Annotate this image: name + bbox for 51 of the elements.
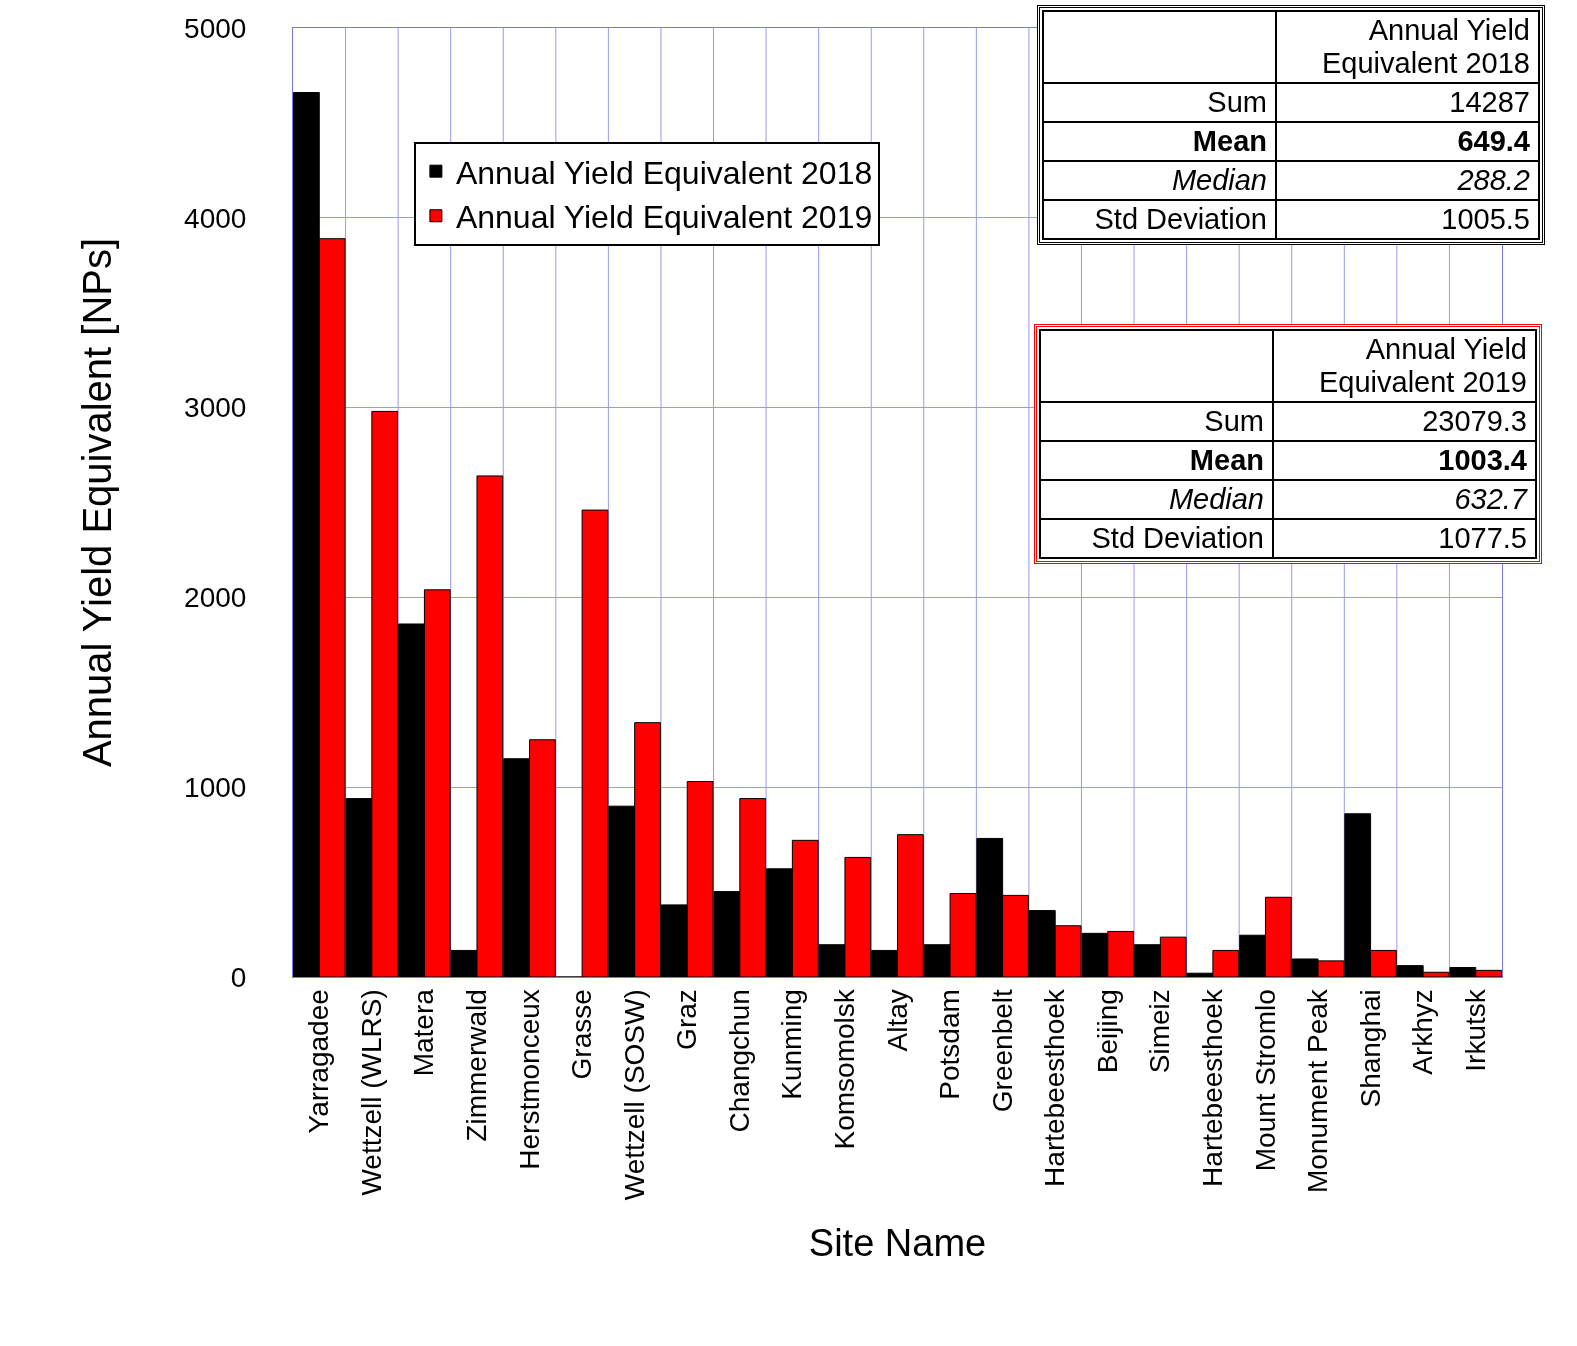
annotation: 1077.5	[1273, 519, 1536, 558]
x-tick-label: Irkutsk	[1459, 988, 1491, 1072]
x-tick-label: Komsomolsk	[829, 988, 861, 1150]
y-tick-label: 4000	[184, 202, 247, 234]
y-tick-label: 2000	[184, 582, 247, 614]
annotation: Sum	[1043, 83, 1276, 122]
annotation: 1003.4	[1273, 441, 1536, 480]
y-axis-title: Annual Yield Equivalent [NPs]	[74, 237, 119, 768]
x-tick-label: Monument Peak	[1302, 988, 1334, 1194]
annotation: Mean	[1043, 122, 1276, 161]
y-tick-label: 1000	[184, 772, 247, 803]
text: Annual Yield Equivalent 2018	[1276, 11, 1539, 83]
x-tick-label: Zimmerwald	[461, 989, 493, 1142]
x-tick-label: Kunming	[776, 989, 808, 1100]
annotation: 1005.5	[1276, 200, 1539, 239]
text: Annual Yield Equivalent 2019	[1273, 330, 1536, 402]
x-tick-label: Hartebeesthoek	[1196, 988, 1228, 1187]
x-tick-label: Grasse	[566, 989, 598, 1080]
annotation: Std Deviation	[1040, 519, 1273, 558]
x-tick-label: Graz	[671, 989, 703, 1050]
x-tick-label: Herstmonceux	[513, 989, 545, 1170]
x-tick-label: Wettzell (WLRS)	[355, 989, 387, 1196]
annotation: Std Deviation	[1043, 200, 1276, 239]
annotation: 23079.3	[1273, 402, 1536, 441]
annotation: Median	[1043, 161, 1276, 200]
legend-label: Annual Yield Equivalent 2019	[455, 199, 873, 236]
annotation: Mean	[1040, 441, 1273, 480]
annotation: Median	[1040, 480, 1273, 519]
x-tick-label: Shanghai	[1354, 989, 1386, 1108]
x-tick-label: Matera	[408, 988, 440, 1077]
y-tick-label: 0	[230, 961, 247, 993]
x-tick-label: Wettzell (SOSW)	[618, 989, 650, 1201]
x-tick-label: Changchun	[723, 989, 755, 1133]
x-tick-label: Altay	[881, 989, 913, 1052]
x-tick-label: Potsdam	[934, 989, 966, 1100]
annotation: 14287	[1276, 83, 1539, 122]
annotation: 632.7	[1273, 480, 1536, 519]
y-tick-label: 3000	[184, 392, 247, 424]
annotation: Sum	[1040, 402, 1273, 441]
legend-label: Annual Yield Equivalent 2018	[455, 154, 873, 191]
y-tick-label: 5000	[184, 12, 247, 44]
x-tick-label: Arkhyz	[1407, 989, 1439, 1075]
x-tick-label: Hartebeesthoek	[1039, 988, 1071, 1187]
x-tick-label: Mount Stromlo	[1249, 989, 1281, 1172]
annotation: 288.2	[1276, 161, 1539, 200]
annotation: 649.4	[1276, 122, 1539, 161]
x-tick-label: Beijing	[1091, 989, 1123, 1074]
x-tick-label: Greenbelt	[986, 988, 1018, 1113]
x-tick-label: Yarragadee	[303, 989, 335, 1134]
x-axis-title: Site Name	[808, 1222, 987, 1265]
x-tick-label: Simeiz	[1144, 989, 1176, 1074]
